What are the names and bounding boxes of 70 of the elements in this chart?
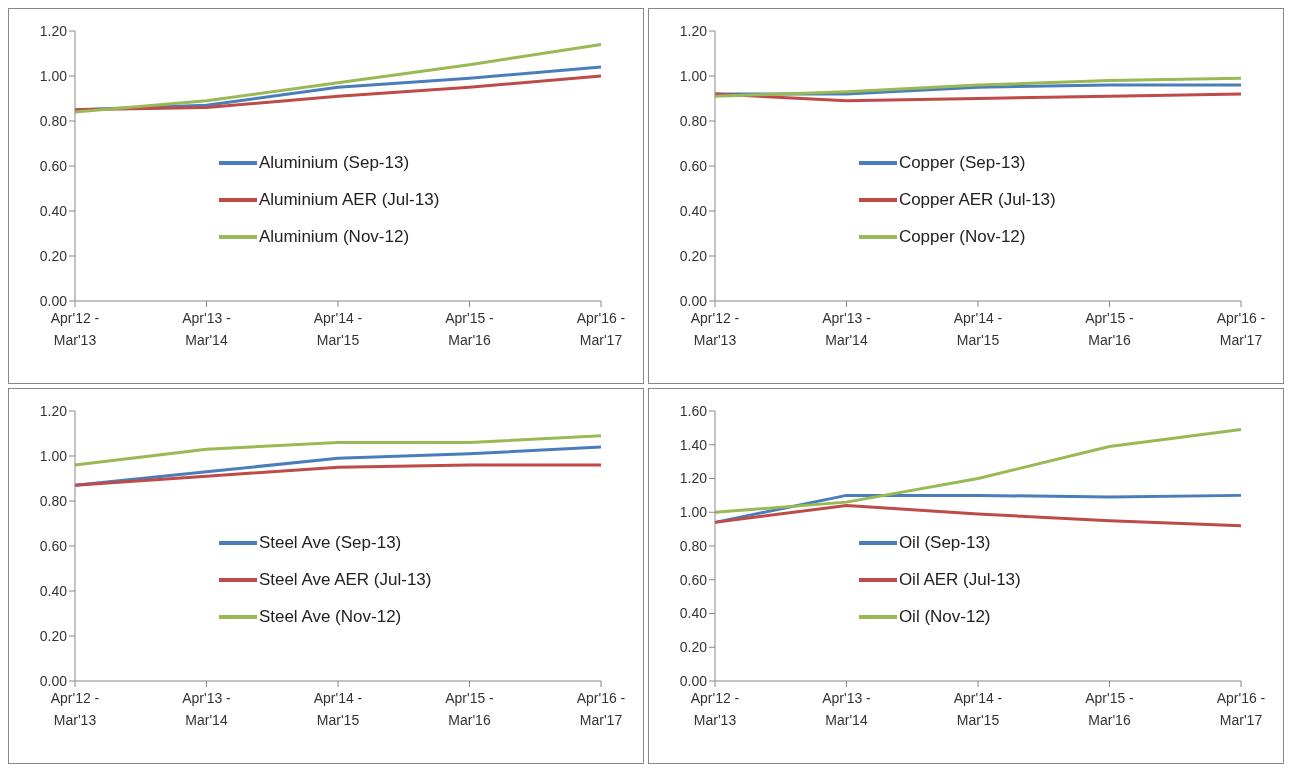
x-tick-label: Apr'13 - Mar'14	[822, 690, 872, 728]
legend-label: Steel Ave (Nov-12)	[258, 606, 402, 627]
y-tick-label: 0.40	[39, 582, 68, 599]
x-tick-label: Apr'15 - Mar'16	[1085, 310, 1135, 348]
y-tick-label: 0.80	[679, 112, 708, 129]
legend-label: Copper (Nov-12)	[898, 226, 1026, 247]
line-series	[713, 92, 1243, 103]
x-tick-label: Apr'13 - Mar'14	[182, 690, 232, 728]
x-tick-label: Apr'14 - Mar'15	[953, 690, 1003, 728]
y-tick-label: 0.00	[39, 672, 68, 689]
x-tick-label: Apr'14 - Mar'15	[953, 310, 1003, 348]
legend-label: Oil (Nov-12)	[898, 606, 991, 627]
x-tick-label: Apr'14 - Mar'15	[313, 690, 363, 728]
y-tick-label: 0.40	[39, 202, 68, 219]
y-tick-label: 0.20	[679, 639, 708, 656]
x-tick-label: Apr'16 - Mar'17	[1216, 690, 1266, 728]
y-tick-label: 0.60	[679, 157, 708, 174]
y-tick-label: 1.20	[679, 22, 708, 39]
x-tick-label: Apr'12 - Mar'13	[50, 690, 100, 728]
legend-label: Oil AER (Jul-13)	[898, 569, 1021, 590]
y-tick-label: 0.20	[39, 627, 68, 644]
line-series	[713, 76, 1243, 98]
y-tick-label: 1.40	[679, 436, 708, 453]
x-tick-label: Apr'12 - Mar'13	[690, 310, 740, 348]
x-tick-label: Apr'16 - Mar'17	[1216, 310, 1266, 348]
legend-label: Oil (Sep-13)	[898, 532, 991, 553]
line-series	[73, 463, 603, 487]
y-tick-label: 0.80	[39, 112, 68, 129]
x-tick-label: Apr'14 - Mar'15	[313, 310, 363, 348]
y-tick-label: 1.00	[679, 504, 708, 521]
y-tick-label: 0.80	[39, 492, 68, 509]
y-tick-label: 0.20	[39, 247, 68, 264]
y-tick-label: 0.40	[679, 605, 708, 622]
legend-label: Aluminium AER (Jul-13)	[258, 189, 440, 210]
y-tick-label: 1.00	[39, 447, 68, 464]
y-tick-label: 1.00	[39, 67, 68, 84]
line-series	[73, 43, 603, 114]
y-tick-label: 1.00	[679, 67, 708, 84]
y-tick-label: 0.60	[679, 571, 708, 588]
y-tick-label: 0.60	[39, 157, 68, 174]
y-tick-label: 0.00	[39, 292, 68, 309]
x-tick-label: Apr'13 - Mar'14	[182, 310, 232, 348]
x-tick-label: Apr'15 - Mar'16	[445, 690, 495, 728]
y-tick-label: 1.20	[39, 402, 68, 419]
x-tick-label: Apr'15 - Mar'16	[445, 310, 495, 348]
y-tick-label: 0.80	[679, 537, 708, 554]
line-series	[713, 428, 1243, 514]
y-tick-label: 0.20	[679, 247, 708, 264]
x-tick-label: Apr'16 - Mar'17	[576, 310, 626, 348]
y-tick-label: 0.40	[679, 202, 708, 219]
x-tick-label: Apr'16 - Mar'17	[576, 690, 626, 728]
line-series	[713, 504, 1243, 528]
legend-label: Steel Ave (Sep-13)	[258, 532, 402, 553]
x-tick-label: Apr'15 - Mar'16	[1085, 690, 1135, 728]
y-tick-label: 1.20	[39, 22, 68, 39]
y-tick-label: 1.20	[679, 470, 708, 487]
y-tick-label: 0.60	[39, 537, 68, 554]
legend-label: Aluminium (Nov-12)	[258, 226, 410, 247]
legend-label: Steel Ave AER (Jul-13)	[258, 569, 432, 590]
y-tick-label: 0.00	[679, 672, 708, 689]
x-tick-label: Apr'13 - Mar'14	[822, 310, 872, 348]
y-tick-label: 1.60	[679, 402, 708, 419]
y-tick-label: 0.00	[679, 292, 708, 309]
line-series	[73, 74, 603, 112]
legend-label: Copper (Sep-13)	[898, 152, 1026, 173]
legend-label: Aluminium (Sep-13)	[258, 152, 410, 173]
x-tick-label: Apr'12 - Mar'13	[50, 310, 100, 348]
x-tick-label: Apr'12 - Mar'13	[690, 690, 740, 728]
legend-label: Copper AER (Jul-13)	[898, 189, 1056, 210]
line-series	[73, 434, 603, 467]
